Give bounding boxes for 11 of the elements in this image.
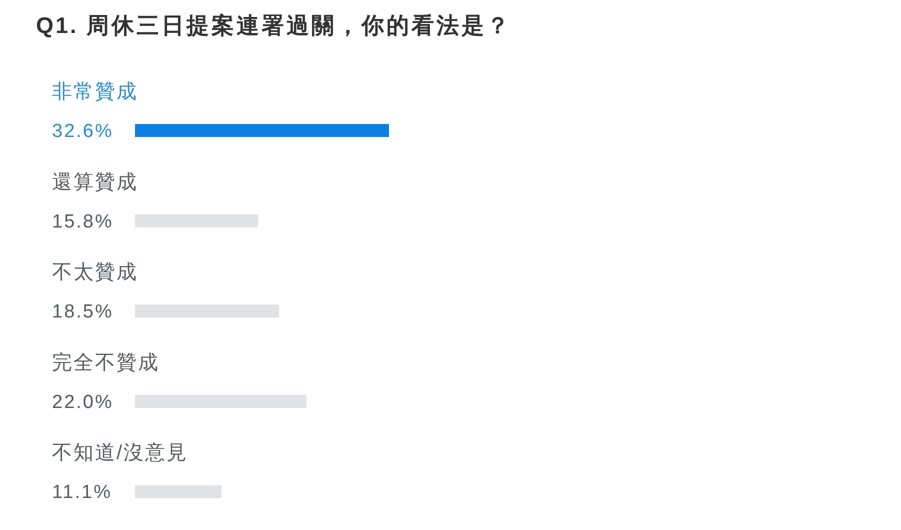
category: 非常贊成 bbox=[52, 81, 138, 103]
category: 不知道/沒意見 bbox=[52, 442, 188, 464]
value-label: 22.0% bbox=[52, 392, 114, 413]
category: 不太贊成 bbox=[52, 262, 138, 284]
value-label: 15.8% bbox=[52, 211, 114, 232]
title: Q1. 周休三日提案連署過關，你的看法是？ bbox=[36, 13, 512, 38]
category: 完全不贊成 bbox=[52, 352, 160, 374]
category: 還算贊成 bbox=[52, 171, 138, 194]
value-label: 18.5% bbox=[52, 302, 114, 323]
value-label: 11.1% bbox=[52, 482, 112, 504]
value-label: 32.6% bbox=[52, 121, 114, 142]
